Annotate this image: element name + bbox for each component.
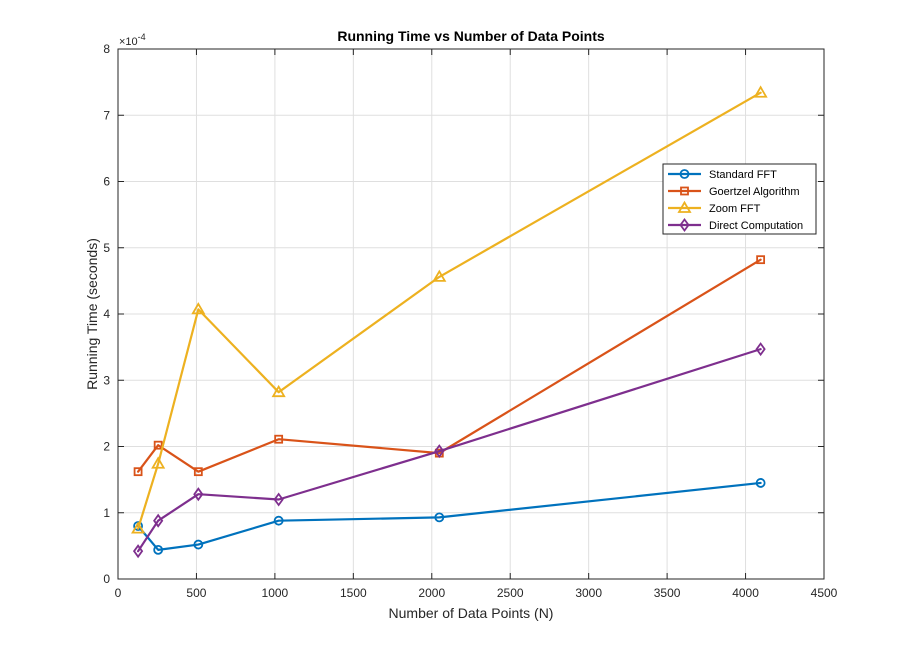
data-point-direct-computation: [132, 544, 144, 559]
series-line-direct-computation: [136, 348, 762, 553]
data-point-goertzel-algorithm: [756, 255, 766, 265]
x-tick-label: 4500: [811, 586, 838, 600]
y-axis-label: Running Time (seconds): [84, 238, 100, 390]
legend-label: Goertzel Algorithm: [709, 186, 799, 198]
data-point-standard-fft: [273, 515, 284, 526]
x-tick-label: 1500: [340, 586, 367, 600]
x-tick-label: 0: [115, 586, 122, 600]
y-exponent-label: ×10-4: [119, 32, 146, 48]
legend-marker: [680, 186, 689, 196]
y-tick-label: 2: [103, 440, 110, 454]
series-direct-computation: [132, 342, 766, 559]
y-tick-label: 5: [103, 241, 110, 255]
series-line-standard-fft: [136, 481, 762, 551]
x-tick-label: 2500: [497, 586, 524, 600]
legend-item-standard-fft[interactable]: Standard FFT: [668, 169, 777, 181]
legend-item-direct-computation[interactable]: Direct Computation: [668, 217, 803, 233]
legend-label: Direct Computation: [709, 220, 803, 232]
x-tick-label: 3000: [575, 586, 602, 600]
y-tick-label: 7: [103, 108, 110, 122]
data-point-standard-fft: [434, 512, 445, 523]
data-point-zoom-fft: [432, 269, 447, 282]
series-standard-fft: [133, 478, 766, 555]
x-tick-label: 1000: [262, 586, 289, 600]
data-point-goertzel-algorithm: [193, 467, 203, 477]
legend-item-goertzel-algorithm[interactable]: Goertzel Algorithm: [668, 186, 799, 198]
y-tick-label: 0: [103, 572, 110, 586]
data-point-zoom-fft: [753, 85, 768, 98]
grid-lines: [118, 49, 824, 579]
legend-marker: [677, 200, 692, 213]
data-point-standard-fft: [153, 544, 164, 555]
data-point-standard-fft: [755, 478, 766, 488]
legend-label: Standard FFT: [709, 169, 777, 181]
y-exponent-base: ×10: [119, 36, 138, 48]
data-point-direct-computation: [434, 444, 445, 459]
legend[interactable]: Standard FFT Goertzel Algorithm Zoom FFT Di…: [662, 163, 817, 235]
y-tick-label: 6: [103, 175, 110, 189]
data-point-direct-computation: [153, 513, 164, 528]
legend-marker: [679, 169, 690, 179]
data-point-goertzel-algorithm: [153, 440, 163, 450]
y-exponent-power: -4: [138, 32, 146, 42]
y-tick-label: 4: [103, 307, 110, 321]
legend-item-zoom-fft[interactable]: Zoom FFT: [668, 200, 761, 216]
series-line-zoom-fft: [136, 91, 762, 530]
x-tick-label: 2000: [418, 586, 445, 600]
data-point-goertzel-algorithm: [133, 467, 143, 477]
legend-marker: [679, 217, 690, 233]
legend-label: Zoom FFT: [709, 203, 761, 215]
x-tick-label: 500: [186, 586, 206, 600]
y-tick-label: 8: [103, 42, 110, 56]
y-tick-label: 1: [103, 506, 110, 520]
series-layer: [131, 85, 768, 559]
data-point-direct-computation: [273, 492, 284, 507]
data-point-zoom-fft: [271, 384, 286, 398]
series-line-goertzel-algorithm: [136, 258, 762, 473]
data-point-zoom-fft: [131, 521, 146, 534]
series-zoom-fft: [131, 85, 768, 534]
data-point-goertzel-algorithm: [274, 434, 284, 444]
y-tick-label: 3: [103, 373, 110, 387]
data-point-direct-computation: [193, 487, 204, 502]
data-point-zoom-fft: [151, 456, 166, 469]
chart-title: Running Time vs Number of Data Points: [337, 28, 605, 44]
x-tick-label: 3500: [654, 586, 681, 600]
data-point-zoom-fft: [191, 302, 206, 315]
axis-ticks: 0 500 1000 1500 2000 2500 3000 3500 4000 4500 0 1 2 3…: [103, 42, 837, 600]
data-point-direct-computation: [755, 342, 766, 357]
x-tick-label: 4000: [732, 586, 759, 600]
x-axis-label: Number of Data Points (N): [389, 605, 554, 621]
data-point-standard-fft: [193, 539, 204, 550]
